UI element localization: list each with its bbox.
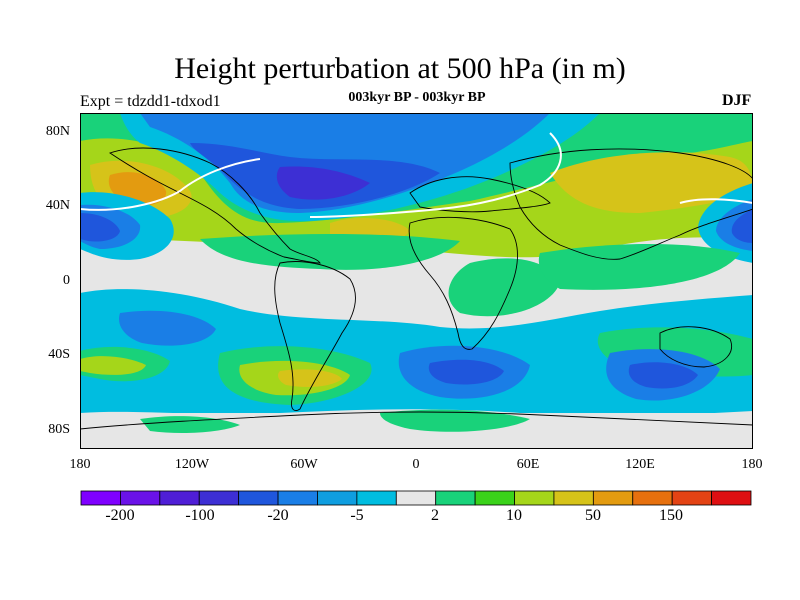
contour-dark-blue-west (80, 213, 120, 242)
lon-label-120e: 120E (625, 457, 655, 472)
colorbar-label: 150 (659, 507, 683, 524)
chart-subtitle: 003kyr BP - 003kyr BP (348, 90, 486, 105)
season-label: DJF (722, 92, 752, 109)
chart-title: Height perturbation at 500 hPa (in m) (174, 52, 626, 85)
colorbar-label: 10 (506, 507, 522, 524)
zero-contours (80, 132, 753, 218)
colorbar-label: 50 (585, 507, 601, 524)
zero-contour-east (679, 198, 753, 204)
contour-dark-blue-south-indian (628, 362, 698, 389)
contour-blue-south-pacific (118, 310, 216, 346)
contour-green-antarctic-west (140, 416, 240, 433)
coastlines (80, 147, 753, 430)
colorbar-label: -200 (105, 507, 135, 524)
colorbar-label: -5 (350, 507, 364, 524)
colorbar-swatch (317, 490, 358, 506)
colorbar-swatch (592, 490, 634, 506)
lon-label-60w: 60W (290, 457, 318, 472)
colorbar-swatch (632, 490, 673, 506)
map-frame (80, 113, 753, 449)
colorbar-swatch (120, 490, 161, 506)
contour-green-antarctic (380, 409, 530, 432)
colorbar-swatch (198, 490, 240, 506)
contour-yellow-green-north (80, 138, 753, 258)
australia-outline (659, 326, 732, 368)
height-perturbation-map (80, 113, 753, 449)
colorbar-swatch (711, 490, 752, 506)
colorbar-swatch (514, 490, 555, 506)
colorbar-swatch (435, 490, 476, 506)
lat-label-40n: 40N (45, 198, 70, 213)
colorbar-label: -20 (267, 507, 289, 524)
contour-yellow-green-south-pacific (80, 356, 146, 375)
contour-dark-blue-east (731, 209, 753, 243)
lat-label-40s: 40S (48, 347, 70, 362)
colorbar-swatch (277, 490, 318, 506)
lon-label-120w: 120W (174, 457, 210, 472)
colorbar-swatch (671, 490, 712, 506)
contour-yellow-asia (550, 152, 753, 213)
north-america-outline (108, 147, 321, 264)
colorbar-swatch (553, 490, 594, 506)
lon-label-180e: 180 (741, 457, 763, 472)
colorbar-swatch (238, 490, 279, 506)
contour-green-tropics-west (200, 234, 460, 270)
lat-label-80n: 80N (45, 124, 70, 139)
colorbar (80, 490, 752, 506)
africa-outline (408, 216, 518, 350)
contour-green-africa (448, 258, 560, 317)
zero-contour-north-pacific (80, 158, 261, 211)
lat-label-equator: 0 (63, 273, 70, 288)
lon-label-0: 0 (412, 457, 420, 472)
asia-outline (509, 148, 753, 260)
colorbar-swatch (159, 490, 200, 506)
colorbar-swatch (474, 490, 515, 506)
europe-outline (409, 176, 551, 213)
colorbar-swatch (395, 490, 437, 506)
zero-contour-north-atlantic (309, 132, 562, 218)
contour-yellow-south-atlantic (278, 369, 342, 387)
south-america-outline (274, 261, 357, 411)
colorbar-label: -100 (185, 507, 215, 524)
colorbar-label: 2 (431, 507, 439, 524)
colorbar-swatch (80, 490, 121, 506)
contour-dark-blue-south-atlantic (428, 359, 504, 385)
experiment-label: Expt = tdzdd1-tdxod1 (80, 93, 221, 110)
lon-label-60e: 60E (516, 457, 540, 472)
lat-label-80s: 80S (48, 422, 70, 437)
colorbar-swatch (356, 490, 397, 506)
contour-indigo-atlantic (276, 166, 370, 200)
lon-label-180w: 180 (69, 457, 91, 472)
antarctica-outline (80, 411, 753, 430)
